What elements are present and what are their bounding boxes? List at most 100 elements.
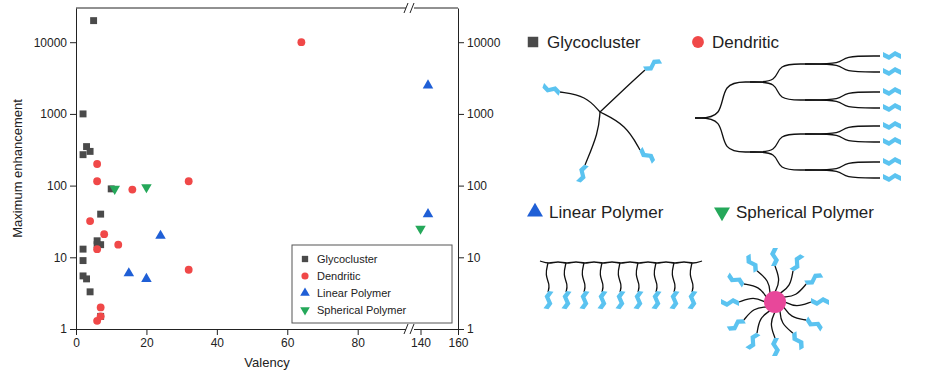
- linker: [805, 126, 880, 134]
- y-tick-mark: [70, 42, 76, 43]
- linker: [805, 134, 880, 142]
- data-point: [83, 275, 90, 282]
- y-tick-mark: [458, 186, 464, 187]
- linker: [585, 112, 600, 165]
- legend-marker: [302, 256, 308, 262]
- data-point: [80, 151, 87, 158]
- sugar-icon: [542, 290, 554, 309]
- sugar-icon: [883, 121, 901, 130]
- sugar-icon: [686, 290, 698, 309]
- schematic-marker: [527, 203, 543, 217]
- schematic: GlycoclusterDendriticLinear PolymerSpher…: [527, 33, 901, 356]
- x-tick-mark: [146, 329, 147, 335]
- schematic-label: Dendritic: [712, 33, 780, 52]
- linker: [780, 311, 793, 334]
- x-tick-label: 0: [73, 336, 80, 350]
- x-axis-line: [77, 329, 459, 330]
- data-point: [185, 266, 193, 274]
- y-tick-mark: [458, 42, 464, 43]
- x-tick: 80: [352, 329, 366, 350]
- sugar-icon: [721, 298, 739, 307]
- y-tick: 100: [458, 179, 487, 193]
- y-tick-label: 10: [467, 251, 481, 265]
- data-point: [97, 312, 105, 320]
- linker: [757, 271, 770, 294]
- linker: [757, 311, 770, 334]
- data-point: [97, 211, 104, 218]
- linker: [805, 100, 880, 108]
- linker: [695, 82, 750, 118]
- schematic-marker: [714, 207, 730, 221]
- data-point: [185, 177, 193, 185]
- x-tick: 60: [281, 329, 295, 350]
- linker: [805, 64, 880, 72]
- sugar-icon: [744, 253, 761, 273]
- y-axis-left: 110100100010000: [34, 9, 77, 337]
- data-point: [155, 230, 166, 239]
- x-tick-mark: [76, 329, 77, 335]
- y-tick-label: 100: [467, 179, 487, 193]
- y-axis-line-right: [458, 9, 459, 330]
- x-tick-label: 160: [448, 336, 468, 350]
- sugar-icon: [790, 331, 807, 351]
- sugar-icon: [614, 290, 626, 309]
- sugar-icon: [883, 137, 901, 146]
- plot-frame-top: [76, 8, 458, 9]
- data-point: [141, 273, 152, 282]
- sugar-icon: [578, 290, 590, 309]
- axis-break: [404, 324, 414, 334]
- y-tick: 10000: [458, 36, 501, 50]
- sugar-icon: [804, 271, 824, 288]
- axis-break-mark: [410, 3, 414, 13]
- axis-break: [404, 3, 414, 13]
- data-point: [97, 304, 105, 312]
- linker: [784, 307, 807, 320]
- linker: [750, 152, 805, 170]
- x-tick-label: 40: [211, 336, 225, 350]
- y-axis-title: Maximum enhancement: [10, 99, 25, 238]
- sugar-icon: [726, 272, 746, 289]
- sugar-icon: [541, 82, 561, 97]
- linker: [540, 261, 702, 263]
- y-tick-mark: [70, 329, 76, 330]
- linker: [784, 284, 807, 297]
- legend: GlycoclusterDendriticLinear PolymerSpher…: [292, 245, 452, 323]
- data-point: [87, 288, 94, 295]
- schematic-label: Spherical Polymer: [736, 203, 874, 222]
- legend-marker: [300, 287, 310, 295]
- y-axis-line-left: [76, 9, 77, 330]
- legend-marker: [300, 307, 310, 315]
- linker: [750, 82, 805, 100]
- sugar-icon: [883, 157, 901, 166]
- y-tick: 10: [458, 251, 481, 265]
- y-tick-label: 1000: [467, 107, 494, 121]
- y-tick-mark: [458, 257, 464, 258]
- legend-box: [292, 245, 452, 323]
- x-axis-title: Valency: [244, 355, 290, 370]
- y-tick-mark: [70, 186, 76, 187]
- linker: [805, 162, 880, 170]
- sugar-icon: [789, 253, 806, 273]
- linker: [600, 112, 640, 150]
- legend-label: Linear Polymer: [317, 287, 391, 299]
- x-tick: 20: [140, 329, 154, 350]
- sugar-icon: [726, 317, 746, 334]
- data-point: [80, 110, 87, 117]
- linker: [805, 92, 880, 100]
- y-axis-right: 1 10 100 1000 10000: [458, 9, 501, 337]
- sugar-icon: [771, 338, 780, 356]
- y-tick: 1: [458, 322, 474, 336]
- schematic-marker: [528, 37, 538, 47]
- data-point: [128, 186, 136, 194]
- sugar-icon: [883, 103, 901, 112]
- data-point: [80, 246, 87, 253]
- chart: 0204060801401601101001000100001101001000…: [0, 0, 933, 376]
- data-point: [141, 184, 152, 193]
- sugar-icon: [596, 290, 608, 309]
- sugar-icon: [650, 290, 662, 309]
- series-1: [86, 38, 305, 324]
- linker: [695, 118, 750, 152]
- data-point: [415, 226, 426, 235]
- linker: [654, 263, 657, 292]
- linker: [560, 92, 600, 112]
